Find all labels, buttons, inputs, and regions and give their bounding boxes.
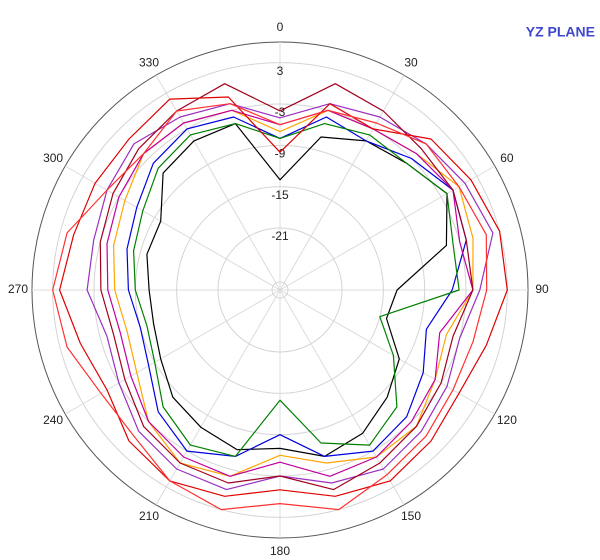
theta-tick-label: 60 bbox=[500, 151, 514, 165]
theta-tick-label: 300 bbox=[43, 151, 63, 165]
series-line bbox=[99, 83, 474, 491]
series-line bbox=[133, 123, 460, 457]
theta-tick-label: 240 bbox=[43, 413, 63, 427]
grid-ring bbox=[217, 227, 343, 353]
chart-title: YZ PLANE bbox=[526, 24, 595, 40]
spoke bbox=[64, 165, 281, 291]
theta-tick-label: 330 bbox=[139, 55, 159, 69]
r-tick-label: -21 bbox=[271, 229, 289, 243]
r-tick-label: 3 bbox=[277, 64, 284, 78]
theta-tick-label: 120 bbox=[497, 413, 517, 427]
theta-tick-label: 270 bbox=[8, 282, 28, 296]
theta-tick-label: 210 bbox=[139, 509, 159, 523]
r-tick-label: -15 bbox=[271, 188, 289, 202]
theta-tick-label: 150 bbox=[401, 509, 421, 523]
r-tick-label: -9 bbox=[275, 147, 286, 161]
theta-tick-label: 90 bbox=[535, 282, 549, 296]
theta-tick-label: 0 bbox=[277, 20, 284, 34]
spoke bbox=[279, 289, 405, 506]
series-line bbox=[126, 116, 467, 457]
grid-ring bbox=[176, 186, 384, 394]
r-tick-label: -3 bbox=[275, 105, 286, 119]
theta-tick-label: 180 bbox=[270, 544, 290, 558]
theta-tick-label: 30 bbox=[404, 55, 418, 69]
series-line bbox=[86, 103, 494, 491]
series-line bbox=[52, 103, 488, 511]
series-line bbox=[59, 96, 508, 497]
